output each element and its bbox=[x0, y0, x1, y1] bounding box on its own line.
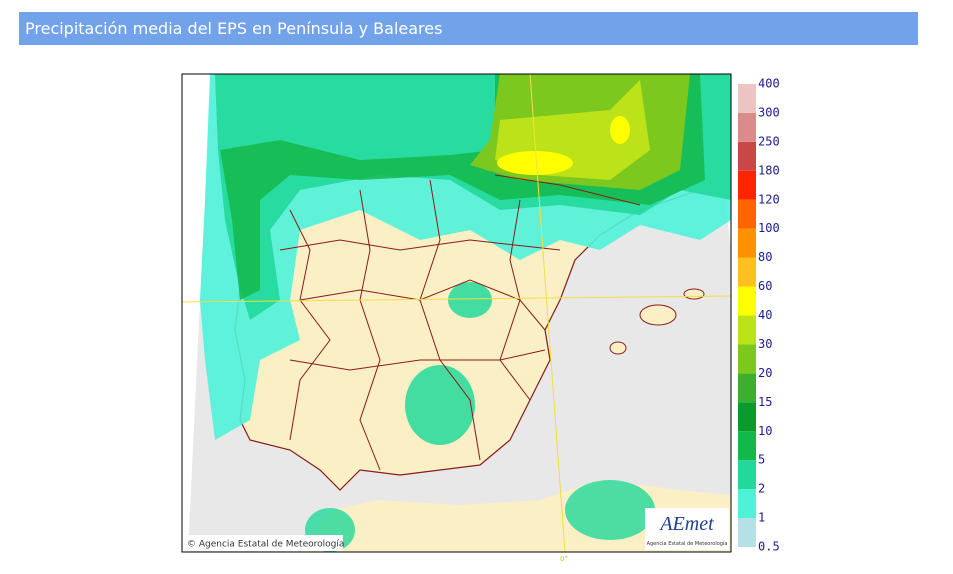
legend-label: 80 bbox=[758, 250, 772, 264]
meridian bbox=[529, 74, 566, 552]
legend-label: 100 bbox=[758, 221, 780, 235]
legend-label: 5 bbox=[758, 453, 765, 467]
legend-swatch bbox=[738, 170, 756, 200]
precip-40-60-b bbox=[610, 116, 630, 144]
mallorca bbox=[639, 304, 677, 326]
logo-bg bbox=[645, 508, 729, 550]
legend-label: 120 bbox=[758, 192, 780, 206]
legend-label: 400 bbox=[758, 77, 780, 91]
legend-swatch bbox=[738, 286, 756, 316]
page-title: Precipitación media del EPS en Península… bbox=[19, 12, 918, 45]
menorca bbox=[683, 288, 705, 300]
legend-swatch bbox=[738, 431, 756, 461]
legend-swatch bbox=[738, 460, 756, 490]
ibiza bbox=[609, 341, 627, 355]
legend-label: 300 bbox=[758, 105, 780, 119]
legend-label: 250 bbox=[758, 134, 780, 148]
legend-label: 2 bbox=[758, 482, 765, 496]
legend-label: 0.5 bbox=[758, 540, 780, 554]
legend-swatch bbox=[738, 315, 756, 345]
legend-swatch bbox=[738, 402, 756, 432]
legend-label: 40 bbox=[758, 308, 772, 322]
legend-swatch bbox=[738, 518, 756, 547]
map-frame bbox=[181, 73, 732, 553]
legend-swatch bbox=[738, 199, 756, 229]
precip-centre bbox=[448, 282, 492, 318]
legend-swatch bbox=[738, 489, 756, 519]
legend-label: 1 bbox=[758, 511, 765, 525]
legend-swatch bbox=[738, 257, 756, 287]
precip-africa bbox=[565, 480, 655, 540]
map: © Agencia Estatal de Meteorología AEmet … bbox=[182, 74, 731, 552]
logo: AEmet bbox=[658, 513, 714, 535]
legend-swatch bbox=[738, 112, 756, 142]
attribution: © Agencia Estatal de Meteorología bbox=[187, 540, 344, 550]
legend: 0.5 1 2 5 10 15 20 30 40 60 80 100 120 180 250 300 400 bbox=[738, 77, 780, 554]
legend-label: 20 bbox=[758, 366, 772, 380]
legend-label: 180 bbox=[758, 163, 780, 177]
legend-label: 60 bbox=[758, 279, 772, 293]
legend-swatch bbox=[738, 373, 756, 403]
borders bbox=[279, 174, 641, 471]
legend-label: 30 bbox=[758, 337, 772, 351]
parallel bbox=[182, 295, 731, 303]
legend-label: 15 bbox=[758, 395, 772, 409]
meridian-label: 0° bbox=[560, 555, 568, 563]
legend-swatch bbox=[738, 228, 756, 258]
legend-swatch bbox=[738, 84, 756, 113]
legend-swatch bbox=[738, 344, 756, 374]
precip-south bbox=[405, 365, 475, 445]
logo-subtitle: Agencia Estatal de Meteorología bbox=[647, 540, 728, 547]
precip-40-60 bbox=[497, 151, 573, 175]
attribution-bg bbox=[183, 535, 343, 551]
legend-label: 10 bbox=[758, 424, 772, 438]
legend-swatch bbox=[738, 141, 756, 171]
